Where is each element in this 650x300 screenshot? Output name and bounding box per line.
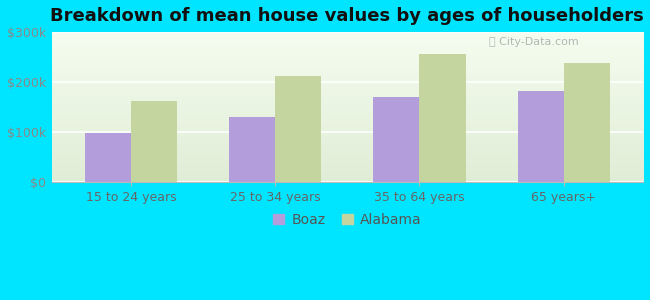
Bar (229, 117, 275, 182)
Bar (275, 76, 321, 182)
Legend: Boaz, Alabama: Boaz, Alabama (268, 207, 427, 232)
Text: ⓘ City-Data.com: ⓘ City-Data.com (489, 37, 579, 46)
Bar (84, 133, 131, 182)
Title: Breakdown of mean house values by ages of householders: Breakdown of mean house values by ages o… (51, 7, 644, 25)
Bar (419, 54, 465, 182)
Bar (564, 63, 610, 182)
Bar (131, 100, 177, 182)
Bar (517, 91, 564, 182)
Bar (373, 97, 419, 182)
